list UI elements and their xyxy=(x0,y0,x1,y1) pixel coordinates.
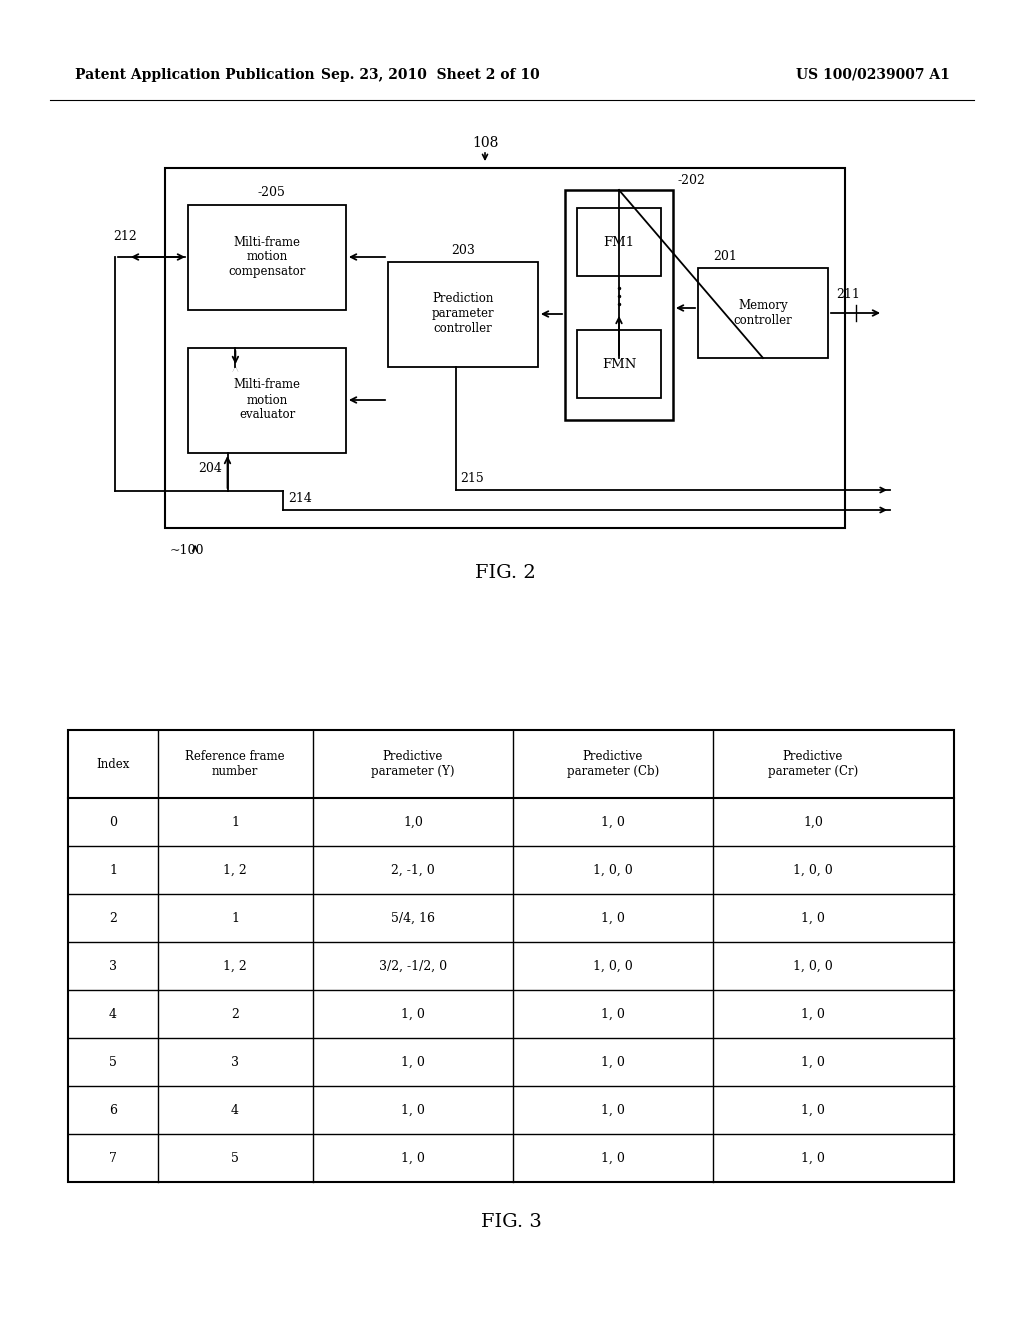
Text: 1, 2: 1, 2 xyxy=(223,960,247,973)
Text: 204: 204 xyxy=(198,462,222,474)
Text: 1: 1 xyxy=(109,863,117,876)
Text: Predictive
parameter (Cb): Predictive parameter (Cb) xyxy=(567,750,659,777)
Bar xyxy=(577,330,662,399)
Text: 1, 0: 1, 0 xyxy=(601,912,625,924)
Bar xyxy=(188,348,346,453)
Text: 2: 2 xyxy=(231,1007,239,1020)
Text: 1, 0: 1, 0 xyxy=(801,1056,825,1068)
Text: 1, 0, 0: 1, 0, 0 xyxy=(794,960,833,973)
Text: 1, 0: 1, 0 xyxy=(401,1151,425,1164)
Text: 215: 215 xyxy=(461,471,484,484)
Text: US 100/0239007 A1: US 100/0239007 A1 xyxy=(796,69,950,82)
Text: 1, 0: 1, 0 xyxy=(801,912,825,924)
Text: 3/2, -1/2, 0: 3/2, -1/2, 0 xyxy=(379,960,447,973)
Text: 4: 4 xyxy=(109,1007,117,1020)
Text: 6: 6 xyxy=(109,1104,117,1117)
Text: -205: -205 xyxy=(257,186,285,199)
Text: 1, 0: 1, 0 xyxy=(401,1056,425,1068)
Text: Predictive
parameter (Cr): Predictive parameter (Cr) xyxy=(768,750,858,777)
Text: 1, 0: 1, 0 xyxy=(401,1007,425,1020)
Bar xyxy=(577,209,662,276)
Text: 1, 0, 0: 1, 0, 0 xyxy=(593,863,633,876)
Bar xyxy=(698,268,828,358)
Text: FM1: FM1 xyxy=(603,235,635,248)
Bar xyxy=(188,205,346,310)
Text: 3: 3 xyxy=(231,1056,239,1068)
Text: FIG. 3: FIG. 3 xyxy=(480,1213,542,1232)
Text: 211: 211 xyxy=(836,289,860,301)
Text: 5: 5 xyxy=(110,1056,117,1068)
Text: 1, 0: 1, 0 xyxy=(401,1104,425,1117)
Text: Reference frame
number: Reference frame number xyxy=(185,750,285,777)
Text: 1,0: 1,0 xyxy=(403,816,423,829)
Text: Predictive
parameter (Y): Predictive parameter (Y) xyxy=(372,750,455,777)
Text: -202: -202 xyxy=(678,173,706,186)
Text: 4: 4 xyxy=(231,1104,239,1117)
Text: 1, 0: 1, 0 xyxy=(601,1007,625,1020)
Text: Patent Application Publication: Patent Application Publication xyxy=(75,69,314,82)
Text: 108: 108 xyxy=(472,136,499,150)
Text: Milti-frame
motion
evaluator: Milti-frame motion evaluator xyxy=(233,379,300,421)
Bar xyxy=(165,168,845,528)
Text: 214: 214 xyxy=(288,491,311,504)
Text: 1, 0: 1, 0 xyxy=(601,1104,625,1117)
Text: 1, 0: 1, 0 xyxy=(601,1056,625,1068)
Text: 7: 7 xyxy=(110,1151,117,1164)
Text: FMN: FMN xyxy=(602,358,636,371)
Text: 2, -1, 0: 2, -1, 0 xyxy=(391,863,435,876)
Text: 203: 203 xyxy=(451,243,475,256)
Text: Prediction
parameter
controller: Prediction parameter controller xyxy=(432,293,495,335)
Bar xyxy=(388,261,538,367)
Text: 1, 0, 0: 1, 0, 0 xyxy=(593,960,633,973)
Text: 1: 1 xyxy=(231,912,239,924)
Text: 5/4, 16: 5/4, 16 xyxy=(391,912,435,924)
Text: 1, 2: 1, 2 xyxy=(223,863,247,876)
Text: 1, 0: 1, 0 xyxy=(801,1007,825,1020)
Text: 201: 201 xyxy=(713,249,737,263)
Text: 1, 0: 1, 0 xyxy=(801,1104,825,1117)
Text: Index: Index xyxy=(96,758,130,771)
Bar xyxy=(68,730,954,1181)
Text: 1, 0, 0: 1, 0, 0 xyxy=(794,863,833,876)
Text: 1: 1 xyxy=(231,816,239,829)
Text: FIG. 2: FIG. 2 xyxy=(475,564,536,582)
Text: 212: 212 xyxy=(113,231,137,243)
Text: Milti-frame
motion
compensator: Milti-frame motion compensator xyxy=(228,235,306,279)
Text: ~100: ~100 xyxy=(170,544,205,557)
Text: Memory
controller: Memory controller xyxy=(733,300,793,327)
Text: 3: 3 xyxy=(109,960,117,973)
Bar xyxy=(565,190,673,420)
Text: 1, 0: 1, 0 xyxy=(601,1151,625,1164)
Text: 2: 2 xyxy=(110,912,117,924)
Text: Sep. 23, 2010  Sheet 2 of 10: Sep. 23, 2010 Sheet 2 of 10 xyxy=(321,69,540,82)
Text: 0: 0 xyxy=(109,816,117,829)
Text: 1, 0: 1, 0 xyxy=(601,816,625,829)
Text: 5: 5 xyxy=(231,1151,239,1164)
Text: 1,0: 1,0 xyxy=(803,816,823,829)
Text: 1, 0: 1, 0 xyxy=(801,1151,825,1164)
